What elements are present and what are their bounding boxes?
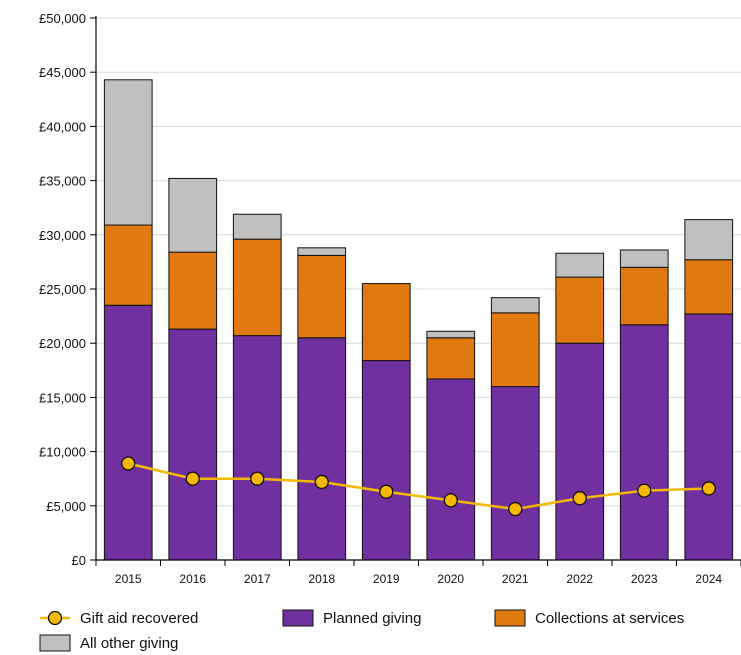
y-tick-label: £45,000 [39,65,86,80]
gift-aid-point [508,501,523,517]
gift-aid-point [701,481,716,496]
x-tick-label: 2017 [244,572,271,586]
legend-marker-swatch [47,610,63,626]
bar-segment-planned-giving [361,360,411,561]
bars [103,79,734,561]
y-tick-label: £10,000 [39,445,86,460]
legend-swatch [494,609,526,627]
bar-segment-planned-giving [232,335,282,561]
gift-aid-line [121,456,716,517]
x-tick-label: 2015 [115,572,142,586]
x-tick-label: 2023 [631,572,658,586]
bar-segment-planned-giving [103,304,153,561]
legend-item-all-other-giving: All other giving [39,634,178,652]
bar-segment-all-other-giving [490,297,540,314]
gift-aid-point [314,474,329,490]
bar-segment-all-other-giving [103,79,153,226]
bar-segment-planned-giving [684,313,734,561]
y-tick-label: £25,000 [39,282,86,297]
x-tick-label: 2020 [437,572,464,586]
x-tick-label: 2021 [502,572,529,586]
bar-segment-collections-at-services [103,224,153,306]
y-tick-label: £5,000 [46,499,86,514]
legend-label: Collections at services [535,610,684,627]
bar-segment-collections-at-services [168,251,218,330]
x-tick-label: 2019 [373,572,400,586]
bar-segment-planned-giving [490,386,540,561]
y-tick-label: £0 [72,553,86,568]
bar-segment-planned-giving [619,324,669,561]
gift-aid-line-path [127,462,709,511]
gift-aid-point [572,491,587,506]
bar-segment-collections-at-services [555,276,605,344]
legend-label: Gift aid recovered [80,610,198,627]
gift-aid-point [379,484,394,499]
gift-aid-point [637,483,652,498]
gift-aid-point [443,493,458,508]
y-tick-label: £15,000 [39,390,86,405]
bar-segment-all-other-giving [426,330,476,339]
bar-segment-all-other-giving [232,213,282,240]
bar-segment-collections-at-services [361,283,411,362]
bar-segment-planned-giving [555,342,605,561]
axes: £0 £5,000 £10,000 £15,000 £20,000 £25,000 £30,… [39,11,741,586]
legend-item-planned-giving: Planned giving [282,609,421,627]
y-tick-label: £35,000 [39,174,86,189]
x-tick-label: 2024 [695,572,722,586]
bar-segment-planned-giving [168,328,218,561]
bar-segment-collections-at-services [297,254,347,339]
legend-swatch [282,609,314,627]
bar-segment-all-other-giving [168,177,218,253]
x-tick-label: 2018 [308,572,335,586]
bar-segment-planned-giving [297,337,347,561]
bar-segment-planned-giving [426,378,476,561]
bar-segment-all-other-giving [297,247,347,256]
legend: Gift aid recovered Planned giving Collecti… [39,609,684,652]
y-tick-label: £40,000 [39,119,86,134]
gift-aid-point [121,456,136,471]
legend-label: All other giving [80,635,178,652]
legend-item-collections-at-services: Collections at services [494,609,684,627]
bar-segment-collections-at-services [426,337,476,380]
legend-swatch [39,634,71,652]
legend-item-gift-aid-recovered: Gift aid recovered [40,610,198,627]
gift-aid-point [185,471,200,486]
bar-segment-collections-at-services [684,259,734,315]
bar-segment-all-other-giving [555,252,605,278]
bar-segment-collections-at-services [490,312,540,388]
x-tick-label: 2016 [179,572,206,586]
legend-label: Planned giving [323,610,421,627]
bar-segment-all-other-giving [684,219,734,261]
bar-segment-all-other-giving [619,249,669,268]
y-tick-label: £20,000 [39,336,86,351]
x-tick-label: 2022 [566,572,593,586]
y-tick-label: £30,000 [39,228,86,243]
y-tick-label: £50,000 [39,11,86,26]
gift-aid-point [250,471,265,486]
bar-segment-collections-at-services [619,266,669,326]
bar-segment-collections-at-services [232,238,282,337]
